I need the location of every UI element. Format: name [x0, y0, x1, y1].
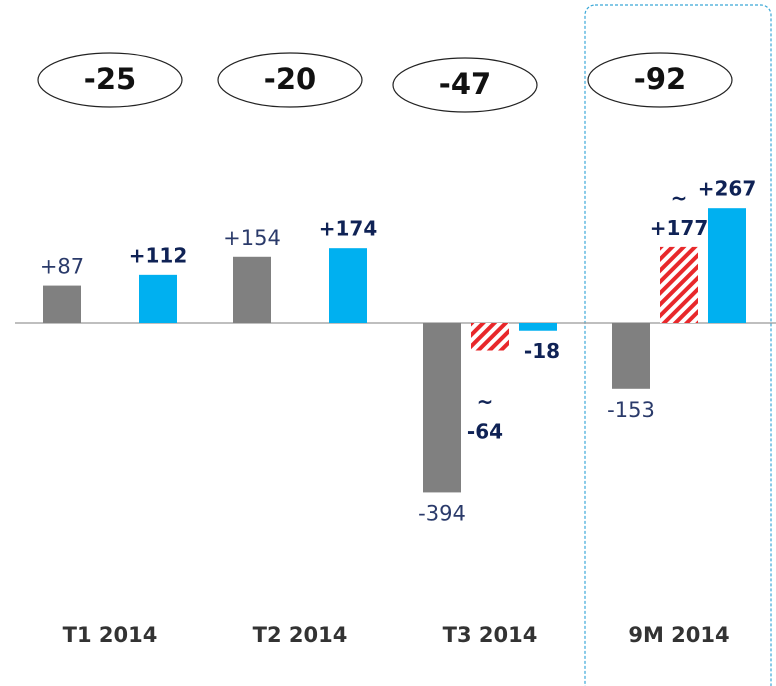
value-label: +267: [698, 177, 757, 201]
total-oval: [37, 52, 183, 108]
value-label: +87: [40, 255, 84, 279]
value-label: -18: [524, 339, 560, 363]
total-label: -25: [84, 62, 136, 96]
category-label: 9M 2014: [628, 623, 729, 647]
category-label: T3 2014: [443, 623, 538, 647]
bar: [329, 248, 367, 323]
bar: [43, 285, 81, 323]
bar: [471, 323, 509, 351]
bar: [139, 274, 177, 323]
total-label: -47: [439, 67, 491, 101]
total-label: -92: [634, 62, 686, 96]
bar: [708, 208, 746, 323]
value-label: +112: [129, 243, 188, 267]
category-label: T2 2014: [253, 623, 348, 647]
category-label: T1 2014: [63, 623, 158, 647]
bar: [233, 256, 271, 323]
total-label: -20: [264, 62, 316, 96]
total-oval: [392, 57, 538, 113]
value-label: +154: [223, 226, 281, 250]
highlight-box: [584, 4, 772, 686]
value-label: ~ +177: [650, 185, 709, 239]
bar: [519, 323, 557, 331]
total-oval: [587, 52, 733, 108]
value-label: -394: [418, 501, 466, 525]
value-label: ~ -64: [467, 389, 503, 443]
bar: [660, 246, 698, 323]
bar: [423, 323, 461, 493]
value-label: -153: [607, 398, 655, 422]
total-oval: [217, 52, 363, 108]
value-label: +174: [319, 217, 378, 241]
bar: [612, 323, 650, 389]
